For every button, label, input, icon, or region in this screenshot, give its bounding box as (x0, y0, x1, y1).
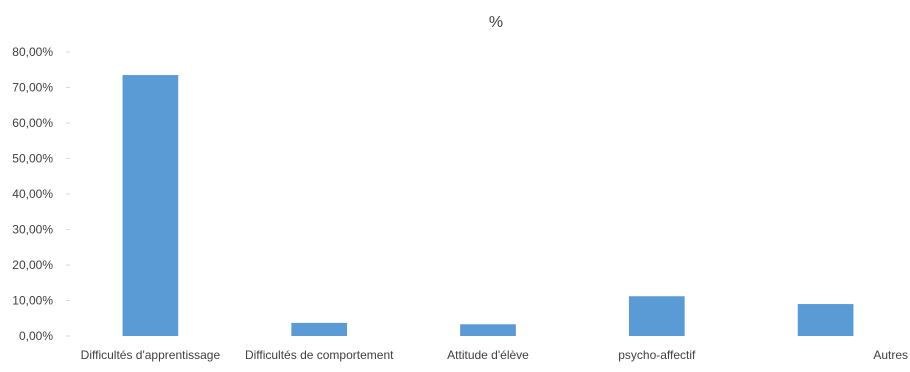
y-tick-label: 20,00% (12, 258, 53, 272)
x-tick-label: Difficultés de comportement (245, 348, 394, 362)
y-tick-label: 10,00% (12, 294, 53, 308)
bar-1 (291, 322, 348, 336)
y-axis: 0,00% 10,00% 20,00% 30,00% 40,00% 50,00% 60,00… (12, 45, 70, 343)
x-tick-label: Attitude d'élève (447, 348, 529, 362)
y-tick-label: 40,00% (12, 187, 53, 201)
y-tick-label: 80,00% (12, 45, 53, 59)
chart-title: % (489, 14, 503, 31)
x-tick-label: psycho-affectif (618, 348, 696, 362)
y-tick-label: 70,00% (12, 81, 53, 95)
bars-group (122, 75, 854, 336)
y-tick-label: 50,00% (12, 152, 53, 166)
x-tick-label: Difficultés d'apprentissage (81, 348, 221, 362)
x-axis: Difficultés d'apprentissage Difficultés d… (81, 348, 908, 362)
y-tick-label: 30,00% (12, 223, 53, 237)
bar-4 (797, 304, 854, 336)
bar-3 (628, 296, 685, 336)
y-tick-label: 0,00% (19, 329, 53, 343)
y-tick-label: 60,00% (12, 116, 53, 130)
x-tick-label: Autres (873, 348, 908, 362)
bar-0 (122, 75, 179, 336)
bar-2 (460, 324, 516, 336)
